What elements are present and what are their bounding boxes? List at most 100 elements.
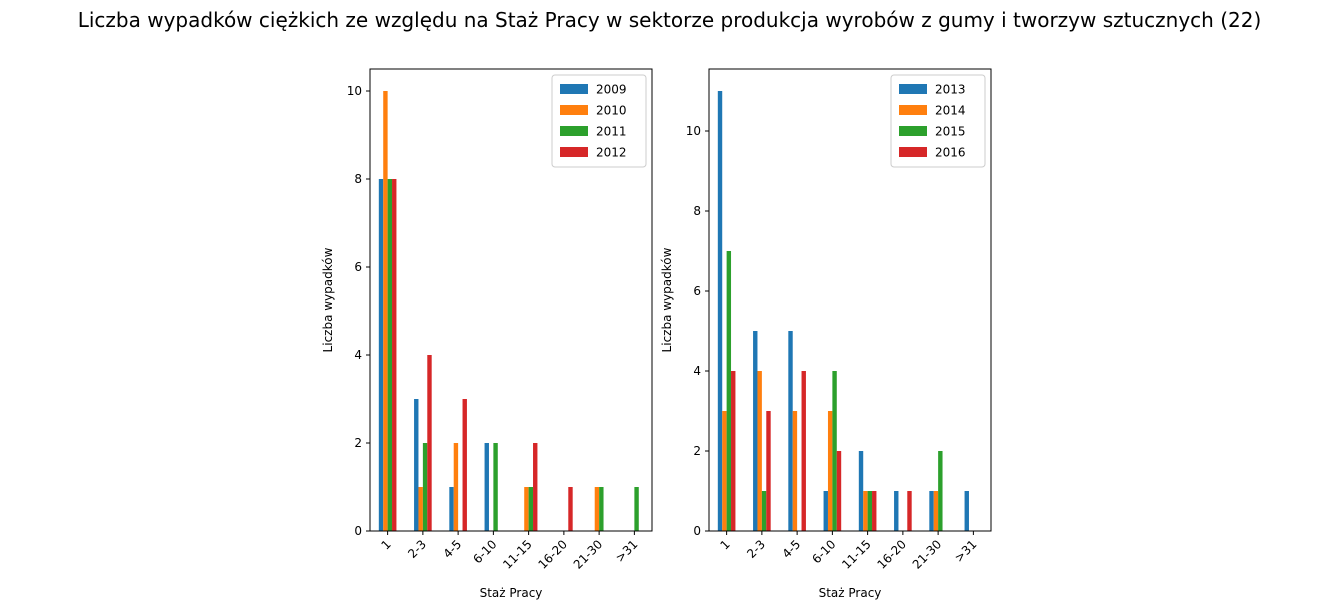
- y-tick-label: 8: [693, 204, 701, 218]
- bar-2012-2-3: [427, 355, 432, 531]
- bar-2013-16-20: [894, 491, 899, 531]
- legend-label-2011: 2011: [596, 125, 627, 139]
- bar-2011-1: [387, 179, 393, 531]
- x-tick-label: 16-20: [874, 537, 909, 572]
- bar-2012-4-5: [462, 399, 467, 531]
- legend-label-2010: 2010: [596, 104, 627, 118]
- y-tick-label: 0: [354, 524, 362, 538]
- legend-swatch-2011: [560, 126, 588, 136]
- x-tick-label: 21-30: [571, 537, 606, 572]
- legend-swatch-2016: [899, 147, 927, 157]
- plot-frame: [369, 68, 653, 532]
- legend-swatch-2015: [899, 126, 927, 136]
- bar-2009-4-5: [449, 487, 454, 531]
- bar-2014-4-5: [792, 411, 798, 531]
- chart-panel-1: 0 2 4 6 8 10 1 2-3 4-5 6-10 11-15 16-20 21-30 >31 Staż…: [321, 68, 653, 600]
- bar-2013->31: [964, 491, 969, 531]
- y-tick-label: 6: [354, 260, 362, 274]
- legend-label-2015: 2015: [935, 125, 966, 139]
- y-tick-label: 4: [354, 348, 362, 362]
- bar-2013-1: [717, 91, 723, 531]
- bar-2015-6-10: [832, 371, 837, 531]
- x-tick-label: >31: [613, 537, 641, 565]
- bar-2016-16-20: [907, 491, 912, 531]
- bar-2016-4-5: [801, 371, 806, 531]
- x-tick-label: 16-20: [535, 537, 570, 572]
- bar-2014-11-15: [863, 491, 868, 531]
- x-tick-label: 2-3: [744, 537, 768, 561]
- x-tick-label: 6-10: [470, 537, 499, 566]
- x-tick-label: 6-10: [809, 537, 838, 566]
- y-tick-label: 2: [354, 436, 362, 450]
- bar-2011->31: [634, 487, 639, 531]
- y-axis-label: Liczba wypadków: [321, 247, 335, 352]
- bar-2011-21-30: [599, 487, 604, 531]
- legend-label-2014: 2014: [935, 104, 966, 118]
- bar-2014-2-3: [757, 371, 762, 531]
- bar-2015-21-30: [938, 451, 943, 531]
- bar-2015-11-15: [867, 491, 873, 531]
- bar-2010-21-30: [594, 487, 600, 531]
- bar-2012-16-20: [568, 487, 573, 531]
- legend-box: [551, 74, 647, 168]
- legend-swatch-2010: [560, 105, 588, 115]
- y-tick-label: 6: [693, 284, 701, 298]
- bar-2011-11-15: [528, 487, 534, 531]
- bar-2012-11-15: [533, 443, 538, 531]
- bar-2014-1: [722, 411, 727, 531]
- bar-2009-2-3: [414, 399, 419, 531]
- legend-label-2016: 2016: [935, 146, 966, 160]
- legend-swatch-2012: [560, 147, 588, 157]
- y-tick-label: 8: [354, 172, 362, 186]
- x-tick-label: 2-3: [405, 537, 429, 561]
- plot-frame: [708, 68, 992, 532]
- bar-2011-6-10: [493, 443, 498, 531]
- x-tick-label: 1: [378, 537, 393, 552]
- bar-2009-1: [378, 179, 384, 531]
- bar-2010-1: [383, 91, 388, 531]
- legend-label-2009: 2009: [596, 83, 627, 97]
- legend-label-2013: 2013: [935, 83, 966, 97]
- bar-2016-1: [731, 371, 736, 531]
- bar-2016-11-15: [872, 491, 877, 531]
- y-tick-label: 10: [686, 124, 701, 138]
- x-axis-label: Staż Pracy: [480, 586, 543, 600]
- bar-2010-2-3: [418, 487, 423, 531]
- x-tick-label: 4-5: [779, 537, 803, 561]
- y-tick-label: 4: [693, 364, 701, 378]
- x-tick-label: 4-5: [440, 537, 464, 561]
- bar-2015-2-3: [761, 491, 767, 531]
- bar-2012-1: [392, 179, 397, 531]
- bar-2009-6-10: [484, 443, 489, 531]
- bar-2014-6-10: [827, 411, 833, 531]
- y-tick-label: 2: [693, 444, 701, 458]
- legend-swatch-2009: [560, 84, 588, 94]
- bar-2013-21-30: [929, 491, 934, 531]
- x-tick-label: 11-15: [500, 537, 535, 572]
- bar-2013-6-10: [823, 491, 828, 531]
- x-tick-label: 11-15: [839, 537, 874, 572]
- chart-panel-2: 0 2 4 6 8 10 1 2-3 4-5 6-10 11-15 16-20 21-30 >31 Staż…: [660, 68, 992, 600]
- bar-2016-2-3: [766, 411, 771, 531]
- bar-2013-2-3: [753, 331, 758, 531]
- bar-2015-1: [726, 251, 732, 531]
- legend-label-2012: 2012: [596, 146, 627, 160]
- bar-2013-11-15: [858, 451, 864, 531]
- legend-box: [890, 74, 986, 168]
- bar-2016-6-10: [836, 451, 842, 531]
- x-tick-label: 1: [717, 537, 732, 552]
- legend-swatch-2013: [899, 84, 927, 94]
- bar-2010-11-15: [524, 487, 529, 531]
- y-tick-label: 10: [347, 84, 362, 98]
- bar-2013-4-5: [788, 331, 793, 531]
- bar-2011-2-3: [422, 443, 428, 531]
- legend-swatch-2014: [899, 105, 927, 115]
- y-tick-label: 0: [693, 524, 701, 538]
- x-axis-label: Staż Pracy: [819, 586, 882, 600]
- bar-2014-21-30: [933, 491, 939, 531]
- x-tick-label: >31: [952, 537, 980, 565]
- x-tick-label: 21-30: [910, 537, 945, 572]
- chart-title: Liczba wypadków ciężkich ze względu na S…: [77, 8, 1262, 32]
- y-axis-label: Liczba wypadków: [660, 247, 674, 352]
